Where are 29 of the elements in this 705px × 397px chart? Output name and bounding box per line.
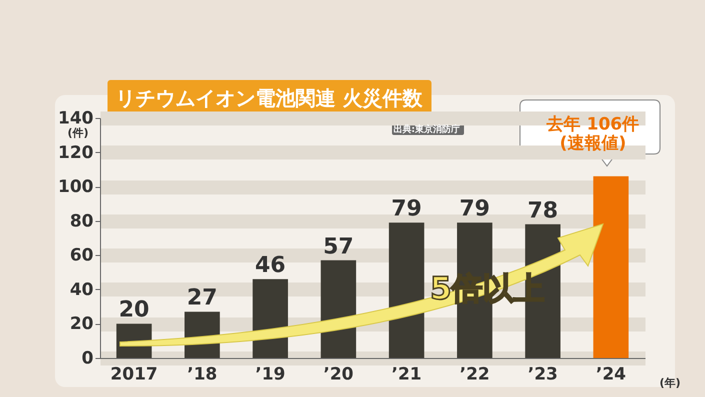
y-tick-label: 120 [58,142,94,163]
x-tick-label: ’22 [460,364,490,384]
x-tick-label: ’18 [187,364,218,384]
y-axis-title: (件) [67,126,88,140]
data-label: 20 [118,298,150,323]
data-label: 27 [186,286,218,311]
annotation: 出典:東京消防庁 [393,124,460,135]
x-tick-label: ’19 [255,364,286,384]
data-label: 79 [391,196,422,222]
x-tick-label: ’20 [323,364,354,384]
y-tick-label: 60 [70,246,94,266]
annotation: 去年 106件 (速報値) [546,114,640,154]
data-label: 46 [255,253,286,278]
data-label: 57 [323,234,354,260]
chart-title: リチウムイオン電池関連 火災件数 [116,86,424,110]
x-tick-label: ’24 [596,364,626,384]
y-tick-label: 100 [58,177,94,198]
y-tick-label: 140 [58,108,94,128]
y-tick-label: 20 [70,314,94,334]
x-axis-title: (年) [659,376,680,390]
x-tick-label: ’23 [528,364,558,384]
y-tick-label: 40 [70,280,94,300]
y-tick-label: 0 [82,348,94,368]
x-tick-label: 2017 [110,364,158,384]
bar [593,176,629,358]
data-label: 79 [459,196,490,222]
x-tick-label: ’21 [392,364,422,384]
y-tick-label: 80 [70,211,94,232]
data-label: 78 [528,198,558,224]
